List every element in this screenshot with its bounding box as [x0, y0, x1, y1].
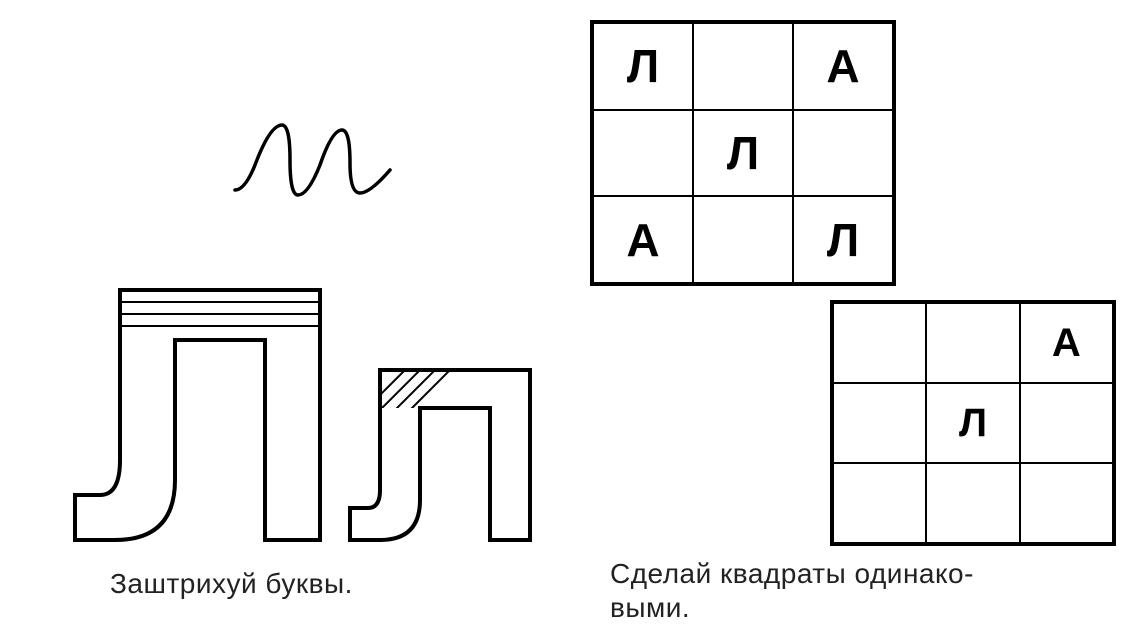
right-caption-line2: выми. — [610, 592, 690, 624]
big-letter-L — [75, 290, 320, 540]
grid2-cell — [926, 463, 1019, 543]
right-caption-line1: Сделай квадраты одинако- — [610, 558, 974, 590]
grid2-cell — [1020, 383, 1113, 463]
grid2-cell: А — [1020, 303, 1113, 383]
grid1-cell: А — [793, 23, 893, 110]
grid2-cell — [833, 463, 926, 543]
small-letter-L — [350, 365, 530, 540]
grid1-cell — [693, 23, 793, 110]
grid1-cell: Л — [593, 23, 693, 110]
grid2-cell — [833, 383, 926, 463]
grid2-cell — [1020, 463, 1113, 543]
grid1-cell: А — [593, 196, 693, 283]
grid2-cell: Л — [926, 383, 1019, 463]
cursive-letters — [220, 105, 420, 215]
left-panel: Заштрихуй буквы. — [30, 30, 550, 590]
grid1-cell — [693, 196, 793, 283]
grid1-cell: Л — [793, 196, 893, 283]
left-caption: Заштрихуй буквы. — [110, 568, 353, 600]
right-panel: Л А Л А Л А Л Сделай квадраты одинако- в… — [560, 20, 1120, 600]
grid-2: А Л — [830, 300, 1116, 546]
grid2-cell — [926, 303, 1019, 383]
grid1-cell — [593, 110, 693, 197]
grid1-cell: Л — [693, 110, 793, 197]
grid1-cell — [793, 110, 893, 197]
grid-1: Л А Л А Л — [590, 20, 896, 286]
letter-outlines — [60, 250, 580, 560]
grid2-cell — [833, 303, 926, 383]
